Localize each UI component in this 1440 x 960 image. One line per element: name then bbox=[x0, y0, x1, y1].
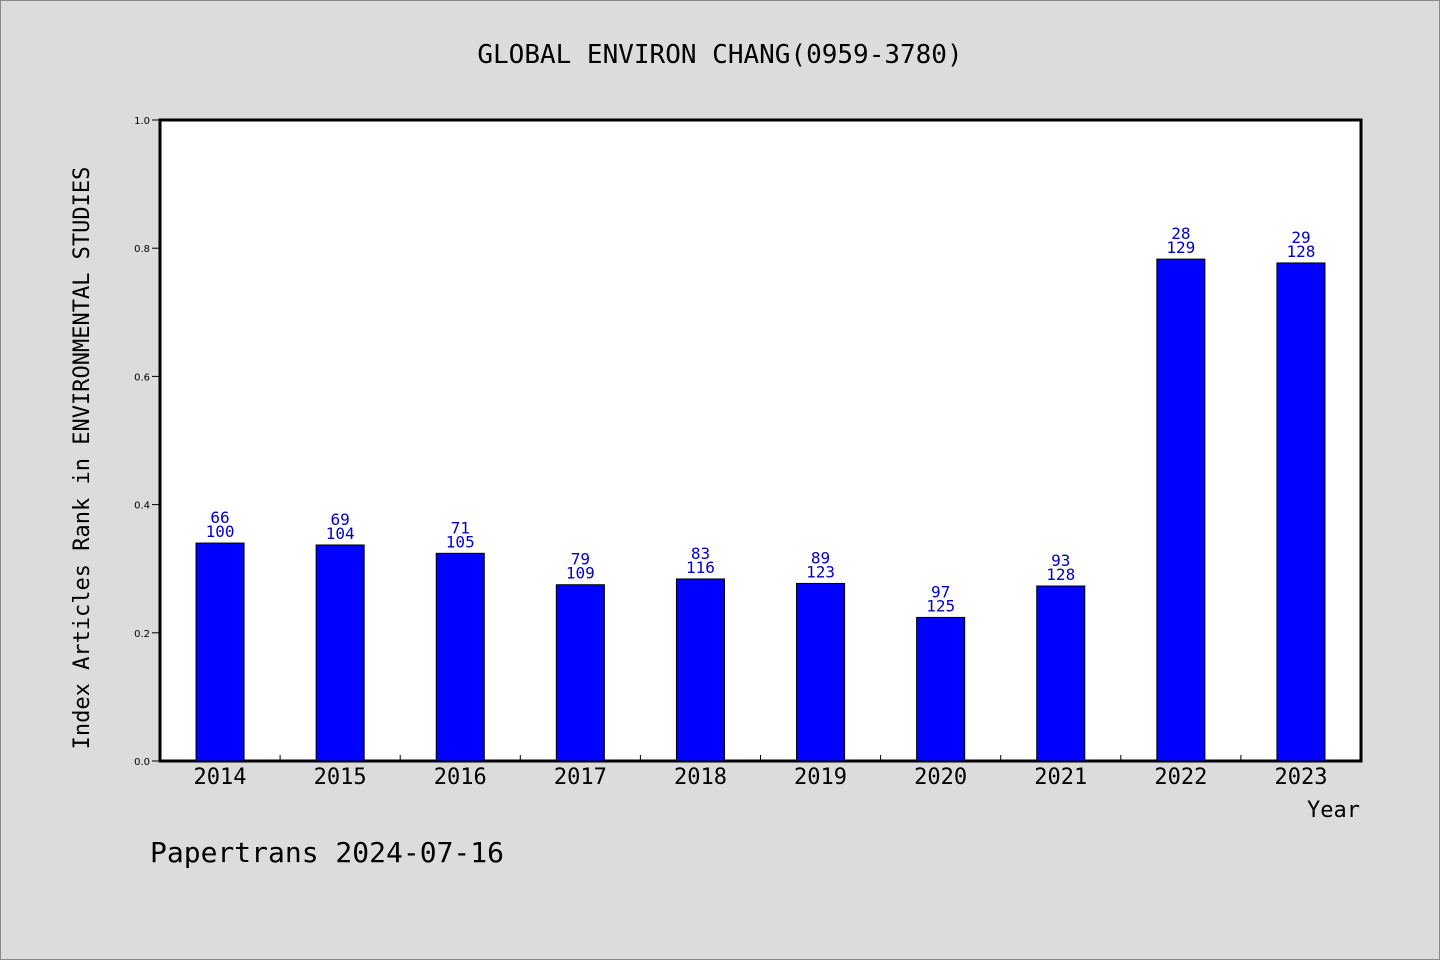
bar bbox=[675, 578, 725, 762]
bar-total-label: 100 bbox=[206, 522, 235, 541]
bar bbox=[195, 542, 245, 762]
y-axis-ticks: 0.0 0.2 0.4 0.6 0.8 1.0 bbox=[134, 116, 160, 768]
x-tick-label: 2015 bbox=[314, 765, 367, 790]
x-tick-label: 2023 bbox=[1274, 765, 1327, 790]
bar-rank-label: 83 bbox=[691, 544, 710, 563]
bar-total-label: 105 bbox=[446, 532, 475, 551]
y-axis-label: Index Articles Rank in ENVIRONMENTAL STU… bbox=[70, 167, 95, 750]
bar bbox=[555, 584, 605, 762]
bar bbox=[1036, 585, 1086, 762]
bar-total-label: 109 bbox=[566, 564, 595, 583]
bar-rank-label: 66 bbox=[210, 508, 229, 527]
bar-rank-label: 79 bbox=[571, 550, 590, 569]
x-tick-label: 2014 bbox=[194, 765, 247, 790]
y-tick-label: 0.0 bbox=[134, 757, 150, 768]
x-axis-ticks: 2014 2015 2016 2017 2018 2019 2020 2021 2022 2023 bbox=[194, 755, 1327, 790]
y-tick-label: 1.0 bbox=[134, 116, 150, 127]
bar bbox=[1156, 258, 1206, 762]
y-tick-label: 0.6 bbox=[134, 372, 150, 383]
bar bbox=[796, 582, 846, 762]
bar-rank-label: 89 bbox=[811, 548, 830, 567]
x-tick-label: 2018 bbox=[674, 765, 727, 790]
x-tick-label: 2017 bbox=[554, 765, 607, 790]
bar-total-label: 128 bbox=[1046, 565, 1075, 584]
bar-rank-label: 97 bbox=[931, 582, 950, 601]
bar-rank-label: 29 bbox=[1291, 228, 1310, 247]
bar-total-label: 116 bbox=[686, 558, 715, 577]
x-tick-label: 2019 bbox=[794, 765, 847, 790]
bar bbox=[916, 616, 966, 762]
y-tick-label: 0.4 bbox=[134, 501, 150, 512]
y-tick-label: 0.8 bbox=[134, 244, 150, 255]
bar bbox=[1276, 262, 1326, 762]
bar-rank-label: 69 bbox=[331, 510, 350, 529]
bar-rank-label: 28 bbox=[1171, 224, 1190, 243]
bar-total-label: 129 bbox=[1166, 238, 1195, 257]
x-axis-label: Year bbox=[1307, 798, 1360, 823]
x-tick-label: 2022 bbox=[1154, 765, 1207, 790]
x-tick-label: 2016 bbox=[434, 765, 487, 790]
bar-total-label: 104 bbox=[326, 524, 355, 543]
x-tick-label: 2021 bbox=[1034, 765, 1087, 790]
bar-rank-label: 71 bbox=[451, 518, 470, 537]
footer-text: Papertrans 2024-07-16 bbox=[150, 836, 504, 869]
bar-total-label: 123 bbox=[806, 562, 835, 581]
chart-title: GLOBAL ENVIRON CHANG(0959-3780) bbox=[477, 40, 962, 70]
bar-total-label: 128 bbox=[1286, 242, 1315, 261]
x-tick-label: 2020 bbox=[914, 765, 967, 790]
y-tick-label: 0.2 bbox=[134, 629, 150, 640]
bar bbox=[435, 552, 485, 762]
bar-total-label: 125 bbox=[926, 596, 955, 615]
bar bbox=[315, 544, 365, 762]
bar-rank-label: 93 bbox=[1051, 551, 1070, 570]
